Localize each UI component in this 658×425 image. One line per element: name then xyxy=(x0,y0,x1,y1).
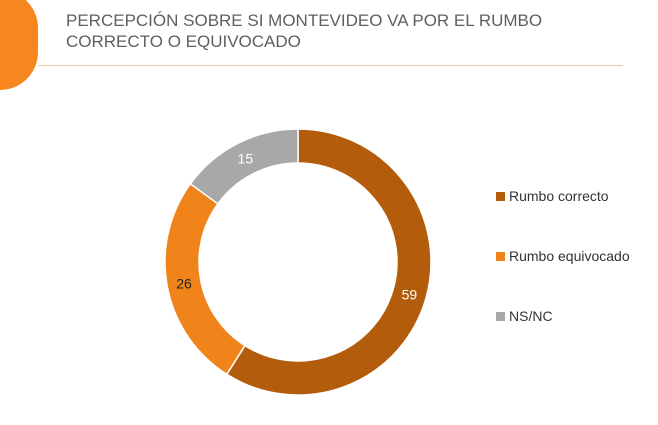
donut-slice-ns-nc xyxy=(189,128,299,205)
legend-label: Rumbo equivocado xyxy=(509,248,630,264)
data-label: 59 xyxy=(402,286,418,302)
title-line-2: CORRECTO O EQUIVOCADO xyxy=(66,32,301,51)
legend-label: Rumbo correcto xyxy=(509,188,609,204)
legend-swatch xyxy=(496,191,505,201)
donut-slice-rumbo-correcto xyxy=(225,128,432,396)
title-line-1: PERCEPCIÓN SOBRE SI MONTEVIDEO VA POR EL… xyxy=(66,11,543,30)
title-divider xyxy=(38,65,623,66)
legend-item-rumbo-correcto: Rumbo correcto xyxy=(496,186,646,206)
legend-swatch xyxy=(496,251,505,261)
legend-label: NS/NC xyxy=(509,308,553,324)
data-label: 15 xyxy=(238,151,254,167)
legend-item-rumbo-equivocado: Rumbo equivocado xyxy=(496,246,646,266)
legend-item-ns-nc: NS/NC xyxy=(496,306,646,326)
legend: Rumbo correcto Rumbo equivocado NS/NC xyxy=(496,186,646,366)
page-title: PERCEPCIÓN SOBRE SI MONTEVIDEO VA POR EL… xyxy=(66,10,626,52)
data-label: 26 xyxy=(176,276,192,292)
legend-swatch xyxy=(496,311,505,321)
